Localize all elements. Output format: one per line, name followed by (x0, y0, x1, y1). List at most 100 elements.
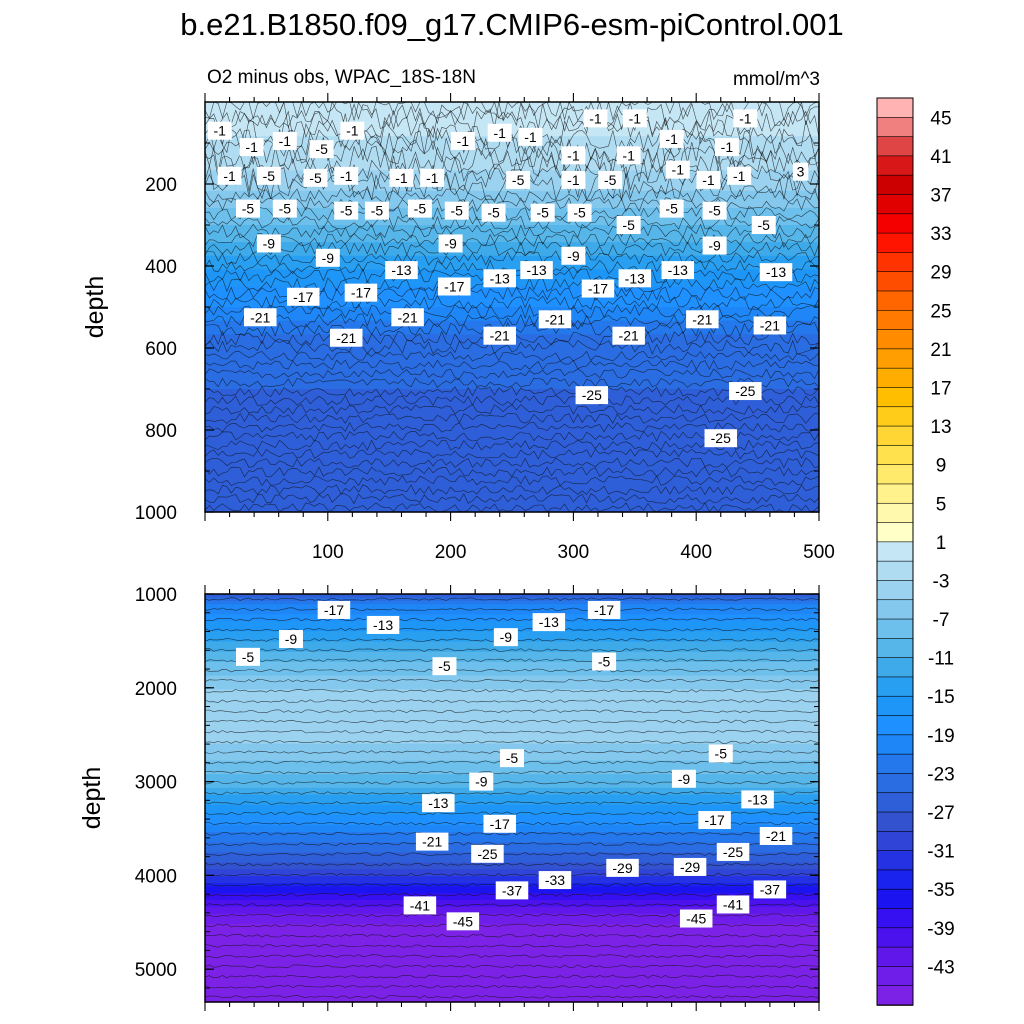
contour-label-box (659, 199, 684, 218)
contour-band (205, 930, 819, 935)
contour-label-box (704, 429, 738, 448)
contour-line (204, 303, 819, 319)
contour-band (205, 228, 819, 233)
contour-label-box (506, 170, 531, 189)
contour-band (205, 913, 819, 918)
contour-label: -37 (760, 881, 780, 897)
contour-band (205, 614, 819, 619)
contour-label: 3 (797, 164, 805, 180)
contour-label-box (317, 600, 351, 619)
contour-label: -5 (315, 141, 328, 157)
contour-band (205, 368, 819, 373)
contour-label-box (481, 203, 506, 222)
contour-band (205, 716, 819, 721)
contour-label: -5 (665, 201, 678, 217)
contour-line (204, 923, 820, 928)
contour-band (205, 702, 819, 707)
contour-label-box (444, 201, 469, 220)
contour-line (204, 439, 820, 451)
contour-label-box (315, 248, 340, 267)
contour-band (205, 709, 819, 714)
contour-line (204, 699, 820, 703)
contour-band (205, 859, 819, 864)
colorbar-label: 13 (930, 417, 951, 438)
contour-band (205, 221, 819, 226)
contour-label-box (561, 170, 586, 189)
contour-band (205, 307, 819, 312)
contour-label: -5 (451, 203, 464, 219)
contour-line (204, 457, 820, 469)
contour-band (205, 481, 819, 486)
contour-label: -1 (567, 172, 580, 188)
colorbar-swatch (876, 580, 914, 601)
contour-band (205, 194, 819, 199)
contour-label-box (329, 328, 363, 347)
colorbar-label: 17 (930, 378, 951, 399)
colorbar-swatch (876, 966, 914, 987)
contour-line (204, 974, 819, 979)
contour-label: -1 (279, 133, 292, 149)
contour-band (205, 375, 819, 380)
contour-band (205, 156, 819, 161)
contour-label-box (659, 129, 684, 148)
colorbar-label: 45 (930, 108, 951, 129)
contour-band (205, 798, 819, 802)
colorbar-label: -11 (928, 649, 954, 670)
contour-label-box (303, 168, 328, 187)
contour-band (205, 794, 819, 799)
colorbar-swatch (876, 252, 914, 273)
contour-label: -21 (760, 317, 780, 333)
contour-label: -13 (539, 614, 559, 630)
contour-label-box (727, 166, 752, 185)
colorbar-swatch (876, 676, 914, 698)
contour-label-box (661, 261, 695, 280)
contour-label: -9 (567, 248, 580, 264)
contour-label-box (733, 109, 758, 128)
contour-band (205, 971, 819, 976)
contour-label: -1 (702, 172, 715, 188)
contour-band (205, 484, 819, 489)
contour-line (204, 964, 820, 969)
contour-label: -1 (457, 133, 470, 149)
contour-label-box (759, 263, 793, 282)
contour-band (205, 399, 819, 404)
colorbar-swatch (876, 406, 914, 427)
colorbar-swatch (876, 502, 914, 524)
colorbar-label: 41 (930, 147, 951, 168)
contour-band (205, 115, 819, 120)
contour-line (204, 422, 820, 433)
contour-label-box (446, 912, 480, 931)
contour-band (205, 951, 819, 955)
contour-band (205, 611, 819, 615)
contour-band (205, 920, 819, 925)
contour-label: -1 (672, 162, 685, 178)
contour-label: -1 (524, 129, 537, 145)
colorbar-swatch (876, 599, 914, 620)
contour-line (204, 386, 820, 398)
contour-line (204, 188, 820, 203)
contour-band (205, 498, 819, 503)
contour-label-box (334, 166, 359, 185)
contour-line (204, 448, 820, 460)
contour-label-box (420, 168, 445, 187)
colorbar-swatch (876, 271, 914, 292)
contour-band (205, 419, 819, 424)
contour-band (205, 696, 819, 700)
contour-band (205, 457, 819, 462)
contour-band (205, 392, 819, 397)
contour-band (205, 679, 819, 683)
colorbar-swatch (876, 367, 914, 389)
contour-label-box (587, 600, 621, 619)
colorbar-swatch (876, 522, 914, 543)
contour-label: -17 (594, 602, 614, 618)
contour-label-box (520, 261, 553, 280)
colorbar-swatch (876, 97, 914, 119)
contour-band (205, 286, 819, 291)
contour-band (205, 988, 819, 993)
contour-label: -33 (545, 872, 565, 888)
lower-y-axis-label: depth (78, 767, 106, 830)
contour-label: -1 (223, 168, 236, 184)
contour-label-box (366, 615, 400, 634)
contour-band (205, 494, 819, 499)
contour-line (204, 339, 820, 355)
